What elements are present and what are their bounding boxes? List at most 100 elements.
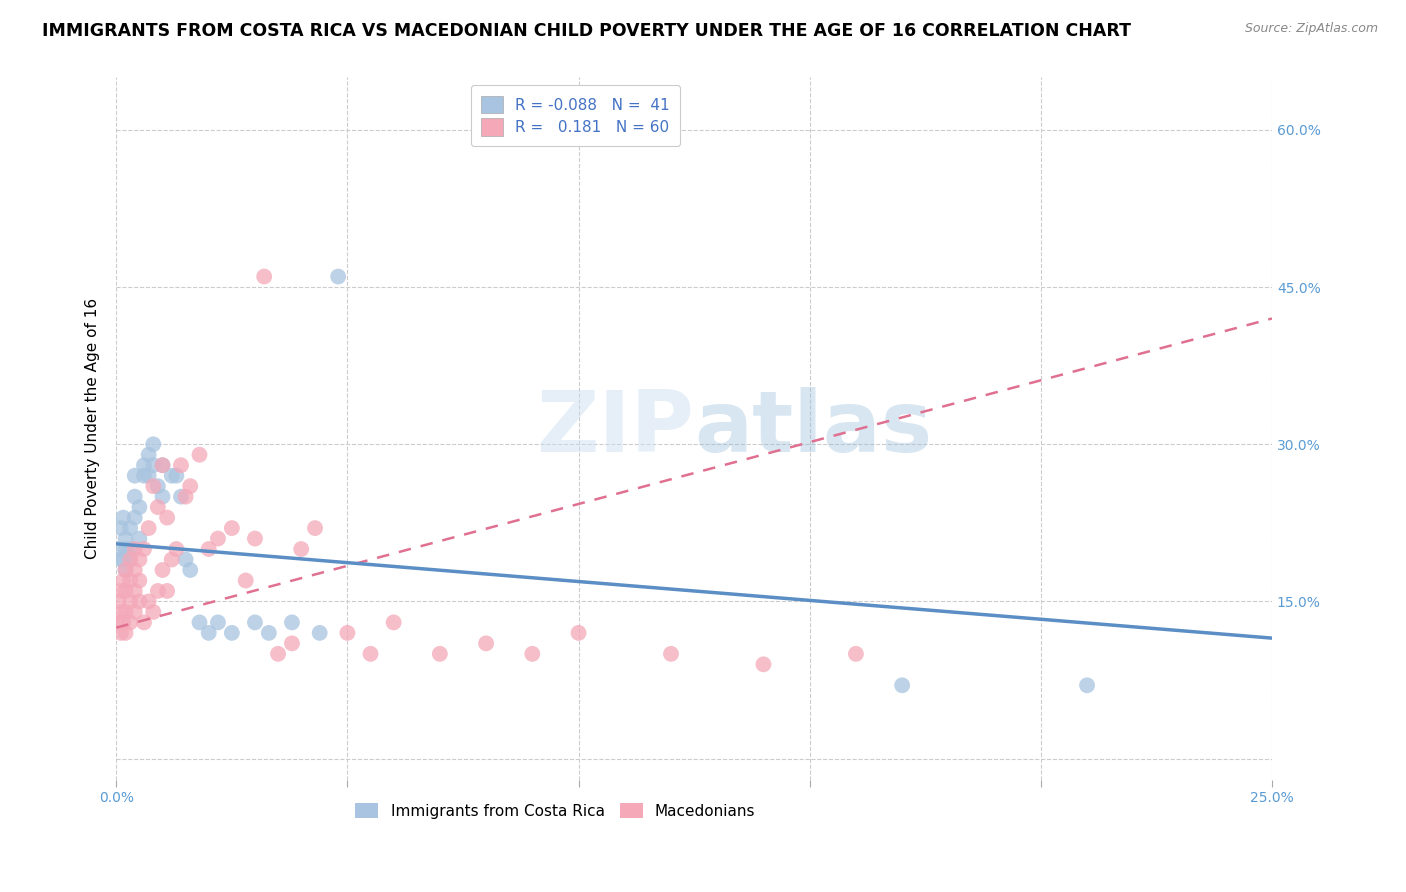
Point (142, 437, 165, 451)
Point (152, 563, 174, 577)
Point (752, 657, 775, 672)
Point (197, 626, 219, 640)
Point (382, 615, 405, 630)
Point (124, 542, 146, 557)
Point (128, 552, 150, 566)
Point (290, 542, 312, 557)
Point (120, 552, 142, 566)
Point (328, 269, 350, 284)
Point (221, 626, 243, 640)
Point (281, 615, 304, 630)
Point (475, 636, 498, 650)
Point (132, 458, 155, 473)
Point (170, 490, 193, 504)
Point (114, 605, 136, 619)
Point (124, 605, 146, 619)
Point (120, 552, 142, 566)
Point (120, 521, 142, 535)
Point (107, 542, 129, 557)
Point (891, 678, 914, 692)
Point (114, 626, 136, 640)
Point (308, 626, 330, 640)
Point (160, 468, 183, 483)
Point (120, 615, 142, 630)
Point (243, 532, 266, 546)
Point (128, 594, 150, 608)
Point (110, 552, 132, 566)
Point (267, 647, 290, 661)
Point (156, 510, 179, 524)
Point (235, 574, 257, 588)
Point (152, 458, 174, 473)
Point (138, 448, 160, 462)
Point (360, 647, 382, 661)
Point (165, 468, 187, 483)
Point (304, 521, 326, 535)
Point (197, 542, 219, 557)
Point (156, 584, 179, 599)
Point (138, 521, 160, 535)
Point (112, 552, 135, 566)
Point (107, 615, 129, 630)
Point (845, 647, 868, 661)
Text: atlas: atlas (695, 387, 932, 470)
Point (120, 594, 142, 608)
Point (128, 574, 150, 588)
Point (170, 458, 193, 473)
Point (132, 615, 155, 630)
Point (114, 532, 136, 546)
Point (110, 521, 132, 535)
Point (336, 626, 359, 640)
Point (1076, 678, 1098, 692)
Point (120, 542, 142, 557)
Point (110, 626, 132, 640)
Point (114, 563, 136, 577)
Point (146, 500, 169, 515)
Point (112, 510, 135, 524)
Point (174, 552, 197, 566)
Point (142, 458, 165, 473)
Point (124, 510, 146, 524)
Point (188, 615, 211, 630)
Point (124, 468, 146, 483)
Point (174, 490, 197, 504)
Point (188, 448, 211, 462)
Point (110, 584, 132, 599)
Point (110, 605, 132, 619)
Legend: Immigrants from Costa Rica, Macedonians: Immigrants from Costa Rica, Macedonians (349, 797, 762, 824)
Point (257, 626, 280, 640)
Point (138, 468, 160, 483)
Point (114, 584, 136, 599)
Point (132, 542, 155, 557)
Point (142, 479, 165, 493)
Point (522, 647, 544, 661)
Text: IMMIGRANTS FROM COSTA RICA VS MACEDONIAN CHILD POVERTY UNDER THE AGE OF 16 CORRE: IMMIGRANTS FROM COSTA RICA VS MACEDONIAN… (42, 22, 1132, 40)
Point (146, 479, 169, 493)
Point (243, 615, 266, 630)
Text: Source: ZipAtlas.com: Source: ZipAtlas.com (1244, 22, 1378, 36)
Text: ZIP: ZIP (536, 387, 695, 470)
Point (112, 615, 135, 630)
Point (165, 542, 187, 557)
Point (146, 584, 169, 599)
Point (124, 563, 146, 577)
Point (128, 532, 150, 546)
Point (114, 563, 136, 577)
Point (253, 269, 276, 284)
Point (179, 479, 201, 493)
Point (281, 636, 304, 650)
Point (120, 574, 142, 588)
Point (567, 626, 589, 640)
Point (114, 542, 136, 557)
Y-axis label: Child Poverty Under the Age of 16: Child Poverty Under the Age of 16 (86, 298, 100, 559)
Point (429, 647, 451, 661)
Point (142, 605, 165, 619)
Point (659, 647, 682, 661)
Point (207, 532, 229, 546)
Point (152, 490, 174, 504)
Point (207, 615, 229, 630)
Point (179, 563, 201, 577)
Point (112, 574, 135, 588)
Point (124, 490, 146, 504)
Point (152, 458, 174, 473)
